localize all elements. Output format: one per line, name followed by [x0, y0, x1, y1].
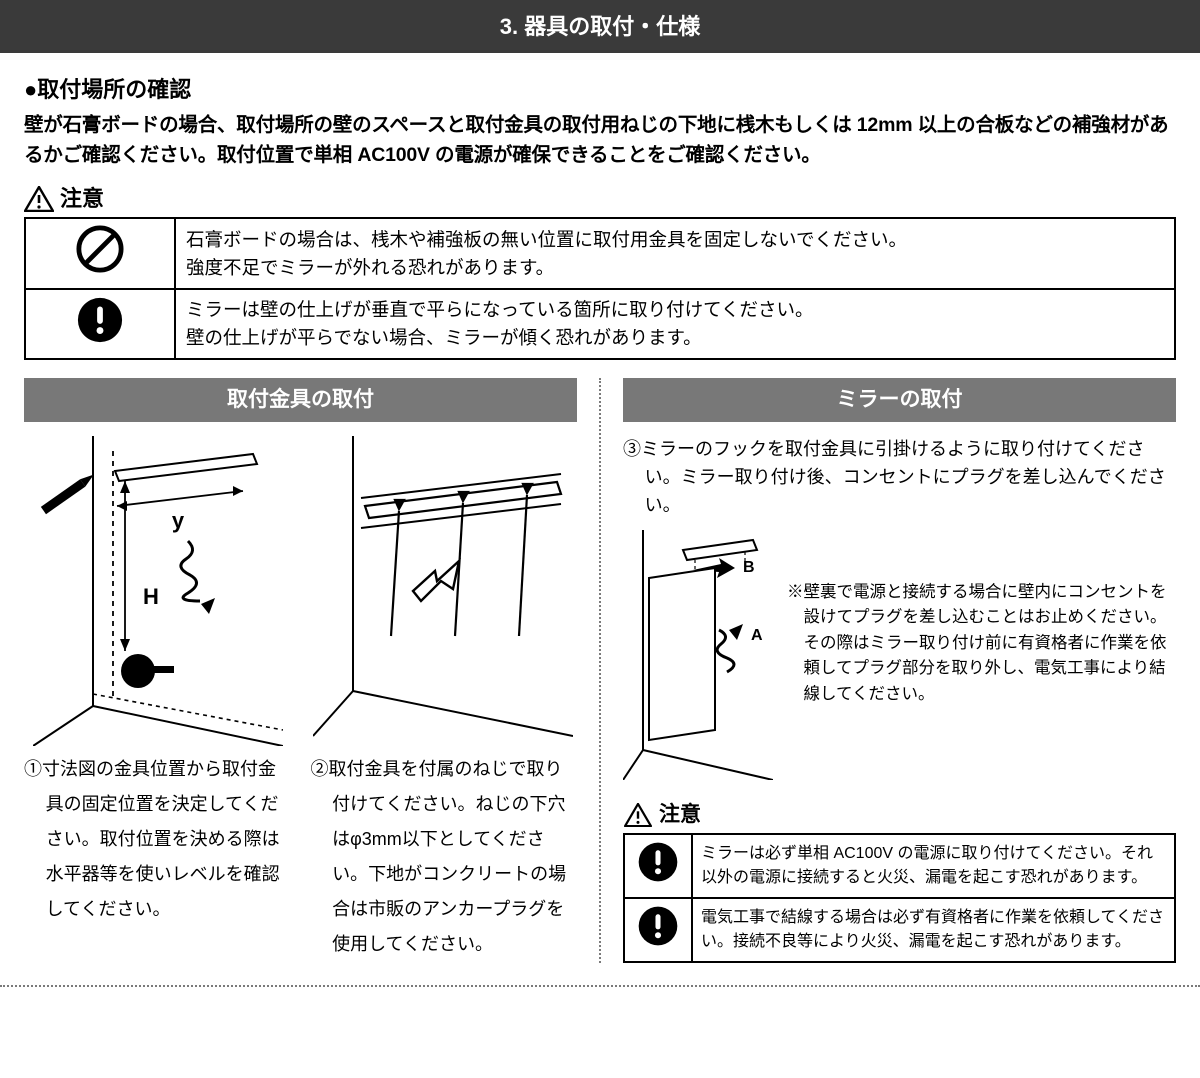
warning-icon-cell: [624, 898, 692, 962]
exclaim-icon: [637, 934, 679, 951]
label-a: A: [751, 627, 763, 644]
figure-3: B A: [623, 530, 773, 788]
subheading: ●取付場所の確認: [24, 73, 1176, 106]
mirror-block: B A ※壁裏で電源と接続する場合に壁内にコンセントを設けてプラグを差し込むこと…: [623, 530, 1176, 788]
figure-2: [309, 436, 578, 746]
y-label: y: [172, 508, 185, 533]
warning-icon-cell: [25, 289, 175, 360]
step-2: ②取付金具を付属のねじで取り付けてください。ねじの下穴はφ3mm以下としてくださ…: [311, 752, 578, 963]
warning-text: 電気工事で結線する場合は必ず有資格者に作業を依頼してください。接続不良等により火…: [692, 898, 1175, 962]
warning-row: ミラーは必ず単相 AC100V の電源に取り付けてください。それ以外の電源に接続…: [624, 834, 1175, 898]
column-divider: [599, 378, 601, 962]
warning-text: ミラーは必ず単相 AC100V の電源に取り付けてください。それ以外の電源に接続…: [692, 834, 1175, 898]
page-body: ●取付場所の確認 壁が石膏ボードの場合、取付場所の壁のスペースと取付金具の取付用…: [0, 53, 1200, 971]
figure-row: y H: [24, 436, 577, 746]
right-column-header: ミラーの取付: [623, 378, 1176, 422]
step-1: ①寸法図の金具位置から取付金具の固定位置を決定してください。取付位置を決める際は…: [24, 752, 291, 963]
right-warning-label: 注意: [623, 799, 1176, 831]
warning-triangle-icon: [24, 186, 54, 212]
warning-text: 石膏ボードの場合は、桟木や補強板の無い位置に取付用金具を固定しないでください。強…: [175, 218, 1175, 289]
columns: 取付金具の取付: [24, 378, 1176, 962]
h-label: H: [143, 584, 159, 609]
warning-row: ミラーは壁の仕上げが垂直で平らになっている箇所に取り付けてください。壁の仕上げが…: [25, 289, 1175, 360]
prohibit-icon: [76, 225, 124, 273]
warning-row: 電気工事で結線する場合は必ず有資格者に作業を依頼してください。接続不良等により火…: [624, 898, 1175, 962]
warning-label-text: 注意: [60, 182, 104, 215]
exclaim-icon: [637, 870, 679, 887]
dotted-separator: [0, 985, 1200, 987]
section-title-bar: 3. 器具の取付・仕様: [0, 0, 1200, 53]
warning-table: 石膏ボードの場合は、桟木や補強板の無い位置に取付用金具を固定しないでください。強…: [24, 217, 1176, 360]
mirror-note: ※壁裏で電源と接続する場合に壁内にコンセントを設けてプラグを差し込むことはお止め…: [787, 530, 1176, 708]
label-b: B: [743, 559, 755, 576]
warning-icon-cell: [25, 218, 175, 289]
exclaim-icon: [76, 296, 124, 344]
right-warning-label-text: 注意: [659, 799, 701, 831]
warning-triangle-icon: [623, 802, 653, 828]
warning-row: 石膏ボードの場合は、桟木や補強板の無い位置に取付用金具を固定しないでください。強…: [25, 218, 1175, 289]
left-column-header: 取付金具の取付: [24, 378, 577, 422]
figure-1: y H: [24, 436, 293, 746]
intro-text: 壁が石膏ボードの場合、取付場所の壁のスペースと取付金具の取付用ねじの下地に桟木も…: [24, 110, 1176, 170]
warning-label: 注意: [24, 182, 1176, 215]
right-warning-table: ミラーは必ず単相 AC100V の電源に取り付けてください。それ以外の電源に接続…: [623, 833, 1176, 963]
warning-text: ミラーは壁の仕上げが垂直で平らになっている箇所に取り付けてください。壁の仕上げが…: [175, 289, 1175, 360]
right-column: ミラーの取付 ③ミラーのフックを取付金具に引掛けるように取り付けてください。ミラ…: [623, 378, 1176, 962]
left-column: 取付金具の取付: [24, 378, 577, 962]
warning-icon-cell: [624, 834, 692, 898]
section-title: 3. 器具の取付・仕様: [500, 14, 700, 39]
step-3: ③ミラーのフックを取付金具に引掛けるように取り付けてください。ミラー取り付け後、…: [623, 436, 1176, 520]
step-row: ①寸法図の金具位置から取付金具の固定位置を決定してください。取付位置を決める際は…: [24, 752, 577, 963]
